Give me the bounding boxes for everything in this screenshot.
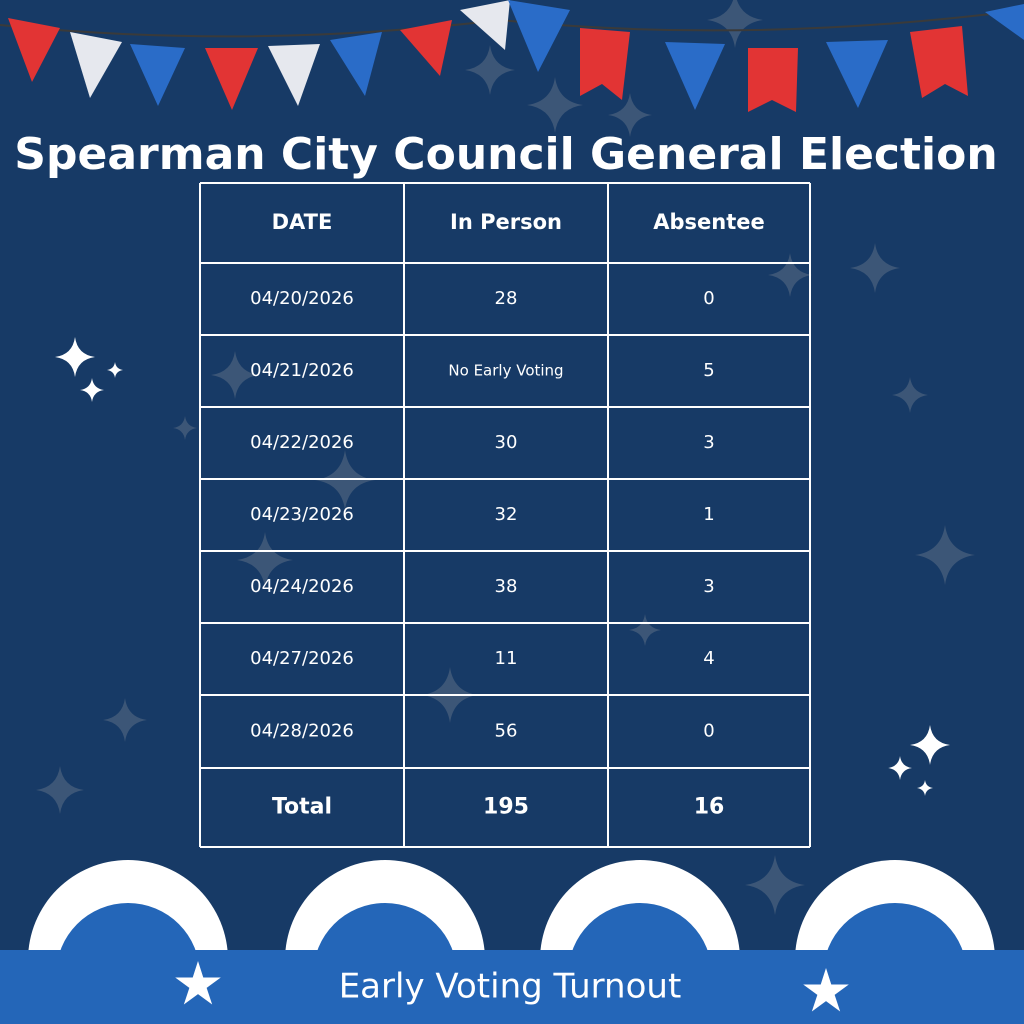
bunting xyxy=(0,0,1024,112)
table-cell: 04/20/2026 xyxy=(250,288,354,309)
table-cell: 38 xyxy=(495,576,518,597)
column-header: DATE xyxy=(272,210,333,234)
table-cell: 0 xyxy=(703,721,714,742)
table-cell: 5 xyxy=(703,360,714,381)
table-cell: 04/24/2026 xyxy=(250,576,354,597)
footer-band xyxy=(0,950,1024,1024)
total-cell: 195 xyxy=(483,795,529,820)
table: DATE In Person Absentee 04/20/2026 28 0 04/21/… xyxy=(199,182,811,848)
table-cell: 04/28/2026 xyxy=(250,721,354,742)
table-cell: 0 xyxy=(703,288,714,309)
table-cell: 32 xyxy=(495,504,518,525)
table-cell: 04/23/2026 xyxy=(250,504,354,525)
table-cell: 1 xyxy=(703,504,714,525)
table-cell: No Early Voting xyxy=(448,362,563,380)
table-cell: 11 xyxy=(495,648,518,669)
table-cell: 3 xyxy=(703,576,714,597)
table-cell: 56 xyxy=(495,721,518,742)
table-cell: 3 xyxy=(703,432,714,453)
column-header: In Person xyxy=(450,210,562,234)
table-cell: 28 xyxy=(495,288,518,309)
total-cell: Total xyxy=(272,795,332,820)
table-cell: 4 xyxy=(703,648,714,669)
footer-text: Early Voting Turnout xyxy=(339,967,682,1007)
table-cell: 30 xyxy=(495,432,518,453)
table-cell: 04/27/2026 xyxy=(250,648,354,669)
title: Spearman City Council General Election xyxy=(14,129,997,180)
column-header: Absentee xyxy=(653,210,765,234)
total-cell: 16 xyxy=(694,795,725,820)
table-cell: 04/22/2026 xyxy=(250,432,354,453)
table-cell: 04/21/2026 xyxy=(250,360,354,381)
